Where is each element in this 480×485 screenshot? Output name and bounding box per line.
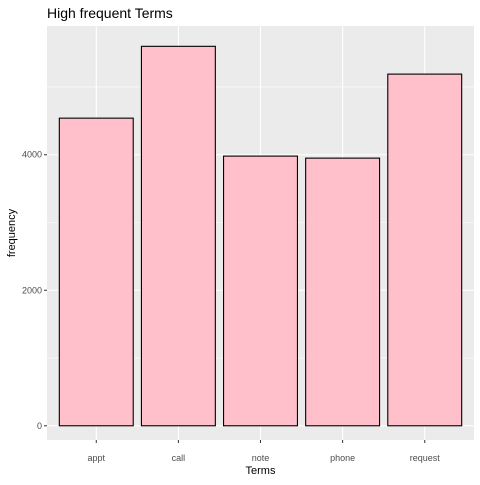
y-tick-label: 4000 [22, 150, 42, 160]
x-tick-label: request [410, 453, 441, 463]
x-tick-label: note [252, 453, 270, 463]
y-axis: 0 2000 4000 [22, 150, 47, 431]
bar-call [140, 45, 216, 427]
bar-appt [58, 117, 134, 427]
x-axis-title: Terms [246, 465, 276, 477]
y-axis-title: frequency [6, 208, 18, 257]
y-tick-label: 2000 [22, 285, 42, 295]
chart-title: High frequent Terms [47, 5, 173, 21]
y-tick-label: 0 [37, 421, 42, 431]
x-tick-label: appt [88, 453, 106, 463]
bar-request [387, 73, 463, 427]
x-axis: appt call note phone request [88, 440, 441, 463]
bar-phone [305, 157, 381, 427]
x-tick-label: phone [330, 453, 355, 463]
bar-note [222, 155, 299, 427]
bars [58, 45, 463, 427]
x-tick-label: call [172, 453, 186, 463]
